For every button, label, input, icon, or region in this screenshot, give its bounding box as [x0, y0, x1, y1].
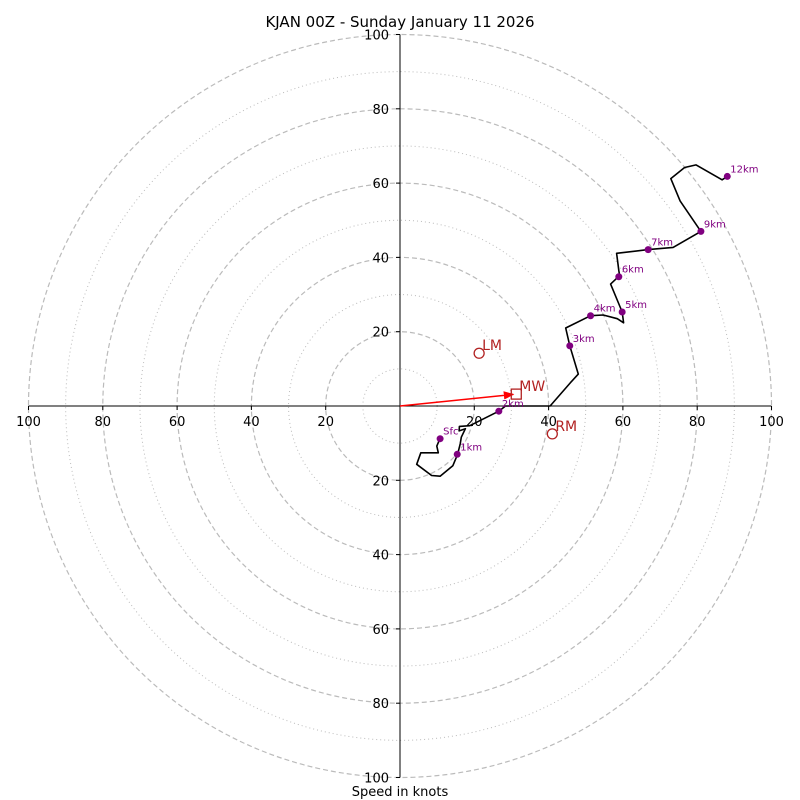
y-tick-label: 40 — [372, 251, 389, 266]
y-tick-label: 100 — [364, 29, 389, 44]
x-tick-label: 100 — [759, 415, 784, 430]
motion-label: RM — [555, 419, 577, 435]
hodograph-trace — [415, 164, 728, 478]
height-marker-dot — [615, 273, 623, 281]
mean-wind-arrow — [399, 391, 515, 407]
height-marker-dot — [495, 407, 503, 415]
height-marker-label: 3km — [573, 334, 595, 345]
height-marker-dot — [453, 450, 461, 458]
motion-label: MW — [519, 379, 545, 395]
height-marker-label: 5km — [625, 300, 647, 311]
x-tick-label: 80 — [689, 415, 706, 430]
height-marker-label: 7km — [651, 238, 673, 249]
y-tick-label: 80 — [372, 103, 389, 118]
chart-title: KJAN 00Z - Sunday January 11 2026 — [265, 13, 534, 31]
motion-label: LM — [482, 338, 502, 354]
height-marker-dot — [587, 312, 595, 320]
height-marker-label: 2km — [502, 399, 524, 410]
height-marker-label: 1km — [460, 442, 482, 453]
height-marker-label: 12km — [730, 164, 758, 175]
hodograph-trace-group — [415, 164, 728, 478]
x-axis-label: Speed in knots — [352, 785, 449, 800]
height-marker-dot — [566, 342, 574, 350]
x-tick-label: 80 — [95, 415, 112, 430]
x-tick-label: 100 — [16, 415, 41, 430]
height-marker-dot — [644, 246, 652, 254]
x-tick-label: 20 — [317, 415, 334, 430]
height-marker-dot — [618, 308, 626, 316]
mean-wind-arrow-group — [399, 391, 515, 407]
x-tick-label: 40 — [243, 415, 260, 430]
y-tick-label: 60 — [372, 623, 389, 638]
tick-labels: 100 80 60 40 20 20 40 60 80 100 100 80 60 40 20 20 40 60 8… — [16, 29, 784, 787]
height-marker-label: 6km — [622, 265, 644, 276]
x-tick-label: 20 — [466, 415, 483, 430]
y-tick-label: 20 — [372, 474, 389, 489]
height-marker-dot — [697, 227, 705, 235]
height-marker-label: 9km — [704, 219, 726, 230]
height-marker-label: 4km — [594, 304, 616, 315]
y-tick-label: 60 — [372, 177, 389, 192]
height-marker-dot — [436, 435, 444, 443]
height-marker-dot — [723, 172, 731, 180]
x-tick-label: 40 — [540, 415, 557, 430]
motion-marker-square — [510, 388, 522, 400]
height-marker-label: Sfc — [443, 427, 458, 438]
motion-marker-circle — [473, 347, 485, 359]
y-tick-label: 100 — [364, 772, 389, 787]
y-tick-label: 20 — [372, 326, 389, 341]
x-tick-label: 60 — [615, 415, 632, 430]
motion-marker-circle — [546, 428, 558, 440]
storm-motions: LM MW RM — [473, 338, 577, 440]
x-tick-label: 60 — [169, 415, 186, 430]
y-tick-label: 80 — [372, 697, 389, 712]
y-tick-label: 40 — [372, 549, 389, 564]
